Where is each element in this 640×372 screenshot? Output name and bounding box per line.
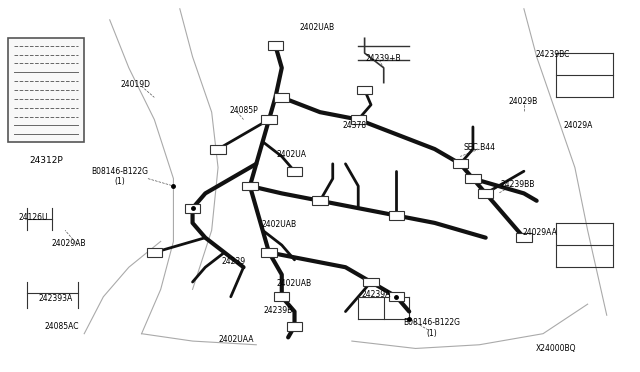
Text: 24239: 24239 (222, 257, 246, 266)
Text: 24378: 24378 (343, 121, 367, 129)
Bar (211, 145, 226, 154)
Bar (478, 189, 493, 198)
Bar (287, 322, 302, 331)
Bar (147, 248, 162, 257)
Bar (185, 204, 200, 212)
Bar (465, 174, 481, 183)
Text: 24126U: 24126U (19, 213, 48, 222)
Text: B08146-B122G
(1): B08146-B122G (1) (91, 167, 148, 186)
Bar (243, 182, 257, 190)
Text: 24029AB: 24029AB (51, 239, 86, 248)
Bar (274, 292, 289, 301)
Text: 24239BB: 24239BB (500, 180, 535, 189)
Text: 24029B: 24029B (508, 97, 537, 106)
Text: 24085AC: 24085AC (45, 322, 79, 331)
Bar (516, 233, 532, 242)
Text: 2402UAB: 2402UAB (261, 220, 296, 229)
Text: 24239+B: 24239+B (366, 54, 401, 63)
Bar (351, 115, 366, 124)
Bar (8, 38, 84, 142)
Bar (274, 93, 289, 102)
Text: 2402UA: 2402UA (276, 150, 307, 159)
Text: SEC.B44: SEC.B44 (463, 143, 495, 152)
Text: B08146-B122G
(1): B08146-B122G (1) (403, 318, 460, 338)
Text: X24000BQ: X24000BQ (536, 344, 576, 353)
Text: 2402UAB: 2402UAB (300, 23, 334, 32)
Text: 24239B: 24239B (264, 306, 293, 315)
Text: 24239BC: 24239BC (536, 51, 570, 60)
Text: 2402UAB: 2402UAB (277, 279, 312, 288)
Bar (261, 248, 276, 257)
Bar (389, 292, 404, 301)
Bar (287, 167, 302, 176)
Bar (261, 115, 276, 124)
Text: 24085P: 24085P (229, 106, 258, 115)
Bar (452, 160, 468, 168)
Bar (268, 41, 283, 50)
Text: 24312P: 24312P (29, 157, 63, 166)
Text: 2402UAA: 2402UAA (218, 335, 253, 344)
Text: 242393A: 242393A (38, 294, 73, 303)
Bar (364, 278, 379, 286)
Bar (312, 196, 328, 205)
Bar (357, 86, 372, 94)
Bar (389, 211, 404, 220)
Text: 24029AA: 24029AA (522, 228, 557, 237)
Text: 24029A: 24029A (563, 121, 593, 129)
Text: 24019D: 24019D (120, 80, 150, 89)
Text: 24239A: 24239A (362, 291, 391, 299)
